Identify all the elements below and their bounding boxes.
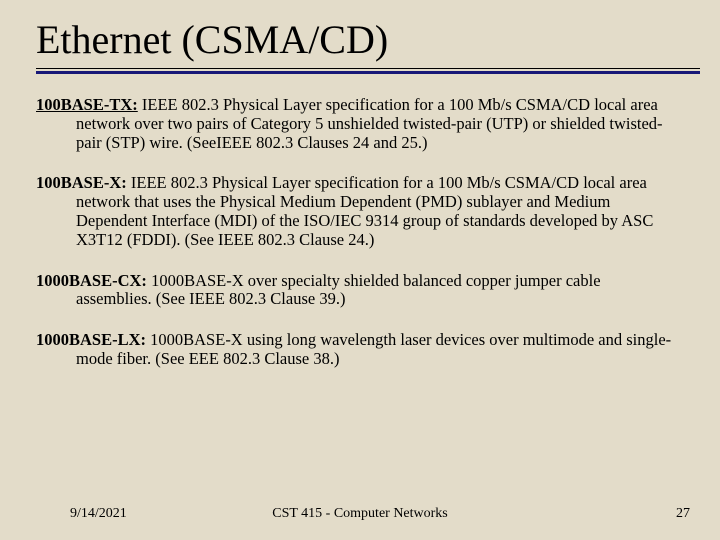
definitions-list: 100BASE-TX: IEEE 802.3 Physical Layer sp… [36, 96, 700, 369]
footer-course: CST 415 - Computer Networks [272, 506, 448, 522]
definition-body: IEEE 802.3 Physical Layer specification … [76, 173, 653, 248]
definition-entry: 1000BASE-LX: 1000BASE-X using long wavel… [36, 331, 678, 369]
definition-entry: 100BASE-X: IEEE 802.3 Physical Layer spe… [36, 174, 678, 249]
definition-term: 100BASE-X: [36, 173, 127, 192]
slide-footer: 9/14/2021 CST 415 - Computer Networks 27 [0, 506, 720, 522]
definition-body: 1000BASE-X using long wavelength laser d… [76, 330, 671, 368]
footer-page-number: 27 [676, 506, 690, 522]
rule-thin [36, 68, 700, 69]
footer-date: 9/14/2021 [70, 506, 127, 522]
rule-accent [36, 71, 700, 74]
definition-term: 1000BASE-LX: [36, 330, 146, 349]
slide: Ethernet (CSMA/CD) 100BASE-TX: IEEE 802.… [0, 0, 720, 540]
definition-term: 1000BASE-CX: [36, 271, 147, 290]
definition-term: 100BASE-TX: [36, 95, 138, 114]
definition-body: 1000BASE-X over specialty shielded balan… [76, 271, 601, 309]
definition-entry: 1000BASE-CX: 1000BASE-X over specialty s… [36, 272, 678, 310]
slide-title: Ethernet (CSMA/CD) [36, 18, 700, 62]
definition-body: IEEE 802.3 Physical Layer specification … [76, 95, 663, 152]
definition-entry: 100BASE-TX: IEEE 802.3 Physical Layer sp… [36, 96, 678, 152]
